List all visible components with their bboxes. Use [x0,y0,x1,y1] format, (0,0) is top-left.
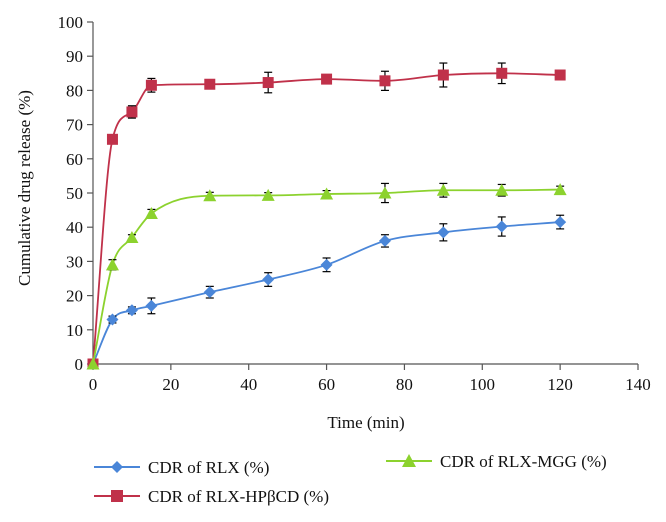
y-tick-label: 10 [66,321,83,340]
series-line [92,188,561,365]
data-point [261,188,275,201]
data-point [496,67,508,79]
y-tick-label: 70 [66,116,83,135]
data-point [554,69,566,81]
y-tick-label: 80 [66,81,83,100]
y-tick-label: 50 [66,184,83,203]
data-point [106,133,118,145]
series-line [92,221,561,365]
data-point [86,357,100,370]
legend-marker-rlx [111,461,123,473]
data-point [436,183,450,196]
y-tick-label: 60 [66,150,83,169]
series-square [87,62,566,370]
data-point [495,220,508,233]
legend-label-rlx: CDR of RLX (%) [148,458,269,477]
data-point [554,216,567,229]
y-tick-label: 100 [58,13,84,32]
y-tick-label: 0 [75,355,84,374]
legend: CDR of RLX (%) CDR of RLX-HPβCD (%) CDR … [94,452,607,506]
data-point [126,106,138,118]
x-axis-label: Time (min) [327,413,404,432]
series-diamond [87,214,567,370]
data-point [105,258,119,271]
data-point [125,304,138,317]
data-point [203,286,216,299]
data-point [262,273,275,286]
data-point [145,299,158,312]
data-point [437,69,449,81]
data-point [321,73,333,85]
data-point [262,77,274,89]
legend-entry-rlx: CDR of RLX (%) [94,458,269,477]
data-point [106,313,119,326]
data-point [125,230,139,243]
y-tick-label: 40 [66,218,83,237]
data-point [145,79,157,91]
x-tick-label: 100 [470,375,496,394]
series-triangle [86,182,567,370]
legend-entry-rlx-hpbcd: CDR of RLX-HPβCD (%) [94,487,329,506]
legend-entry-rlx-mgg: CDR of RLX-MGG (%) [386,452,607,471]
series-line [92,72,561,365]
data-point [320,187,334,200]
data-point [203,189,217,202]
data-point [437,226,450,239]
x-tick-label: 0 [89,375,98,394]
data-point [495,183,509,196]
legend-marker-rlx-hpbcd [111,490,123,502]
data-point [378,234,391,247]
x-tick-label: 140 [625,375,651,394]
x-tick-label: 60 [318,375,335,394]
data-point [379,75,391,87]
data-point [378,186,392,199]
x-tick-label: 80 [396,375,413,394]
data-point [320,258,333,271]
data-point [204,78,216,90]
y-tick-label: 90 [66,47,83,66]
y-tick-label: 30 [66,252,83,271]
legend-label-rlx-hpbcd: CDR of RLX-HPβCD (%) [148,487,329,506]
x-tick-label: 40 [240,375,257,394]
x-tick-label: 120 [547,375,573,394]
y-tick-label: 20 [66,287,83,306]
axes: 0 10 20 30 40 50 60 70 80 90 100 0 20 40 60 80 100 120 140 [58,13,651,394]
series-layer [86,62,567,370]
legend-marker-rlx-mgg [402,454,416,467]
data-point [553,183,567,196]
legend-label-rlx-mgg: CDR of RLX-MGG (%) [440,452,607,471]
x-tick-label: 20 [162,375,179,394]
data-point [144,207,158,220]
y-axis-label: Cumulative drug release (%) [15,90,34,286]
